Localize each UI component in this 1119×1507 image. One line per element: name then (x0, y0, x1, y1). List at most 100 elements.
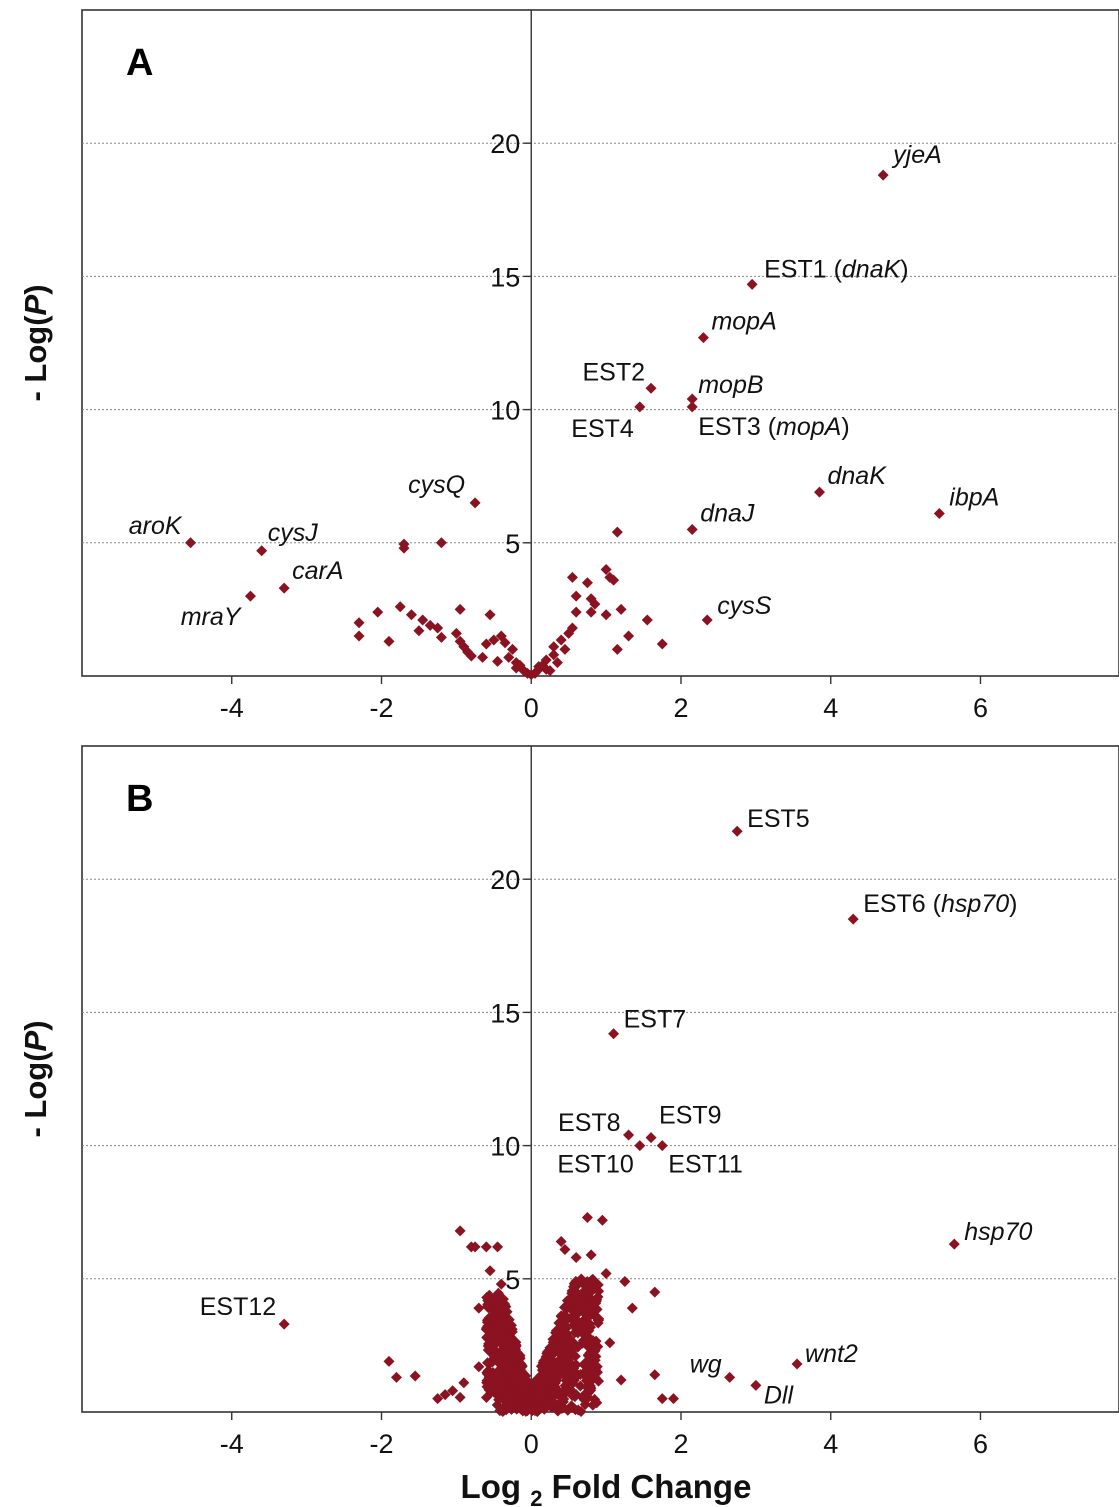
data-point (600, 1267, 612, 1279)
point-annotation: cysQ (408, 471, 465, 499)
data-point (581, 1276, 593, 1288)
data-point (656, 638, 668, 650)
data-point (353, 630, 365, 642)
data-point (877, 169, 889, 181)
data-point (435, 537, 447, 549)
point-annotation: cysJ (268, 519, 319, 547)
data-point (584, 1333, 596, 1345)
panel-label: B (126, 778, 153, 820)
data-point (256, 545, 268, 557)
data-point (555, 1353, 567, 1365)
data-point (533, 661, 545, 673)
data-point (492, 1287, 504, 1299)
point-annotation: EST12 (200, 1293, 276, 1321)
data-point (488, 1371, 500, 1383)
panel-b: 5 10 15 20 -4 -2 0 2 4 6 B - Log(P) EST5 EST6 (hsp70)… (18, 745, 1119, 1459)
point-annotation: hsp70 (964, 1218, 1032, 1246)
point-annotation: aroK (129, 512, 183, 540)
data-point (578, 1359, 590, 1371)
data-point (484, 1265, 496, 1277)
data-point (394, 601, 406, 613)
data-point (668, 1393, 680, 1405)
data-point (568, 1281, 580, 1293)
data-point (697, 332, 709, 344)
data-point (566, 622, 578, 634)
point-annotation: mraY (181, 603, 243, 631)
data-point (578, 1304, 590, 1316)
data-point (701, 614, 713, 626)
data-point (649, 1286, 661, 1298)
x-tick-label: 6 (973, 693, 988, 723)
point-annotation: wg (690, 1350, 722, 1378)
data-point (353, 617, 365, 629)
data-point (623, 630, 635, 642)
plot-frame (81, 9, 1119, 677)
data-point (398, 538, 410, 550)
data-point (549, 1381, 561, 1393)
data-point (645, 382, 657, 394)
y-tick-label: 10 (490, 396, 520, 426)
data-point (608, 1028, 620, 1040)
data-point (750, 1379, 762, 1391)
data-point (558, 1393, 570, 1405)
data-point (560, 1340, 572, 1352)
data-point (581, 577, 593, 589)
data-point (560, 1362, 572, 1374)
data-point (585, 1321, 597, 1333)
y-tick-label: 5 (505, 529, 520, 559)
data-point (615, 1374, 627, 1386)
data-point (492, 1241, 504, 1253)
data-point (505, 1343, 517, 1355)
data-point (548, 641, 560, 653)
data-point (480, 638, 492, 650)
point-annotation: EST10 (557, 1151, 633, 1179)
point-annotation: EST1 (dnaK) (764, 255, 909, 283)
data-point (592, 1341, 604, 1353)
data-point (604, 1337, 616, 1349)
data-point (469, 497, 481, 509)
data-point (577, 1292, 589, 1304)
data-point (504, 1393, 516, 1405)
data-point (847, 913, 859, 925)
x-tick-label: 0 (524, 1429, 539, 1459)
data-point (517, 1396, 529, 1408)
data-point (511, 1401, 523, 1413)
x-tick-label: -2 (369, 693, 393, 723)
data-point (480, 1241, 492, 1253)
data-point (626, 1302, 638, 1314)
data-point (656, 1393, 668, 1405)
data-point (551, 657, 563, 669)
x-tick-label: -4 (220, 693, 244, 723)
data-point (439, 1389, 451, 1401)
data-point (645, 1132, 657, 1144)
point-annotation: dnaK (828, 462, 888, 490)
data-point (483, 1384, 495, 1396)
data-point (540, 654, 552, 666)
data-point (570, 1370, 582, 1382)
data-point (529, 1405, 541, 1417)
panel-a: 5 10 15 20 -4 -2 0 2 4 6 A - Log(P) yjeA EST1 (dnaK) m… (18, 9, 1119, 723)
y-axis-label: - Log(P) (18, 284, 53, 401)
data-point (495, 1333, 507, 1345)
data-point (582, 1373, 594, 1385)
data-point (503, 651, 515, 663)
point-annotation: EST4 (571, 415, 634, 443)
data-point (623, 1129, 635, 1141)
data-point (432, 622, 444, 634)
data-point (477, 651, 489, 663)
data-point (619, 1275, 631, 1287)
data-point (495, 1278, 507, 1290)
data-point (558, 1402, 570, 1414)
data-point (568, 1305, 580, 1317)
data-point (517, 1381, 529, 1393)
plot-frame (81, 745, 1119, 1413)
point-annotation: carA (292, 557, 343, 585)
data-point (543, 1345, 555, 1357)
data-point (488, 634, 500, 646)
data-point (589, 598, 601, 610)
data-point (432, 1393, 444, 1405)
data-point (559, 643, 571, 655)
data-point (450, 627, 462, 639)
data-point (686, 401, 698, 413)
data-point (535, 1389, 547, 1401)
